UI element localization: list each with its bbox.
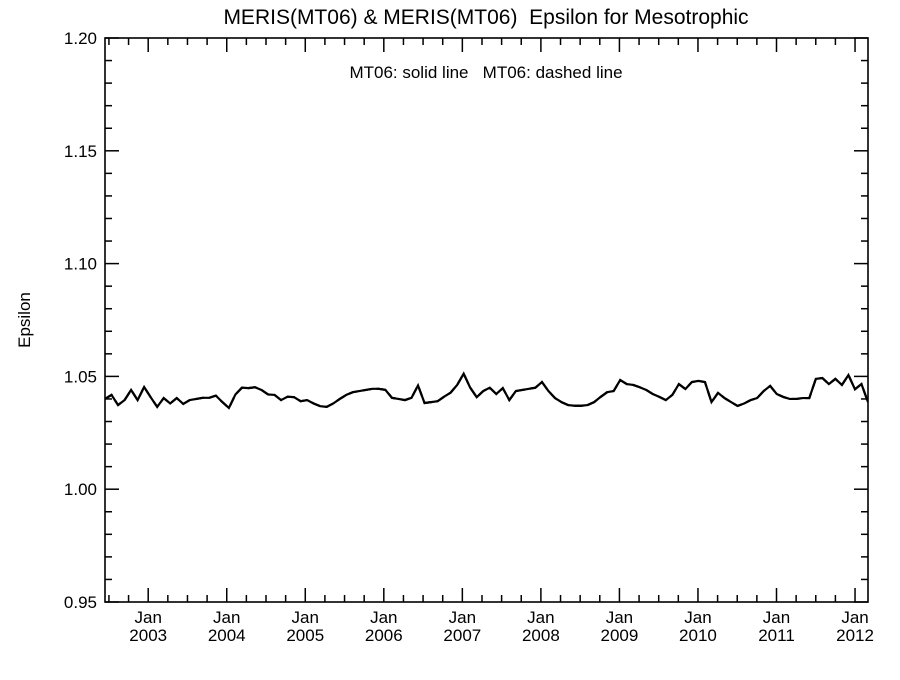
- x-tick-label-month: Jan: [370, 608, 397, 627]
- x-tick-label-year: 2011: [758, 626, 795, 645]
- x-tick-label-year: 2003: [129, 626, 167, 645]
- tick-label-layer: 0.951.001.051.101.151.20Jan2003Jan2004Ja…: [64, 29, 874, 645]
- x-tick-label-year: 2010: [679, 626, 717, 645]
- y-tick-label: 1.10: [64, 255, 97, 274]
- y-tick-label: 1.20: [64, 29, 97, 48]
- y-tick-label: 1.15: [64, 142, 97, 161]
- x-tick-label-month: Jan: [213, 608, 240, 627]
- chart-title: MERIS(MT06) & MERIS(MT06) Epsilon for Me…: [223, 6, 748, 29]
- x-tick-label-year: 2009: [601, 626, 639, 645]
- x-tick-label-month: Jan: [684, 608, 711, 627]
- x-tick-label-month: Jan: [606, 608, 633, 627]
- y-tick-label: 0.95: [64, 593, 97, 612]
- x-tick-label-month: Jan: [527, 608, 554, 627]
- x-tick-label-year: 2008: [522, 626, 560, 645]
- legend-annotation: MT06: solid line MT06: dashed line: [349, 63, 622, 82]
- y-tick-label: 1.00: [64, 480, 97, 499]
- y-tick-label: 1.05: [64, 367, 97, 386]
- x-tick-label-year: 2005: [286, 626, 324, 645]
- x-tick-label-month: Jan: [449, 608, 476, 627]
- series-mt06-solid-line: [105, 371, 868, 410]
- x-tick-label-month: Jan: [134, 608, 161, 627]
- x-tick-label-month: Jan: [763, 608, 790, 627]
- x-tick-label-year: 2012: [836, 626, 874, 645]
- series-mt06-dashed-line: [105, 371, 868, 410]
- y-axis-label: Epsilon: [15, 292, 34, 348]
- x-tick-label-year: 2007: [443, 626, 481, 645]
- x-tick-label-year: 2004: [208, 626, 246, 645]
- x-tick-label-month: Jan: [292, 608, 319, 627]
- axes-layer: [105, 37, 868, 603]
- x-tick-label-month: Jan: [841, 608, 868, 627]
- plot-frame: [104, 37, 869, 603]
- x-tick-label-year: 2006: [365, 626, 403, 645]
